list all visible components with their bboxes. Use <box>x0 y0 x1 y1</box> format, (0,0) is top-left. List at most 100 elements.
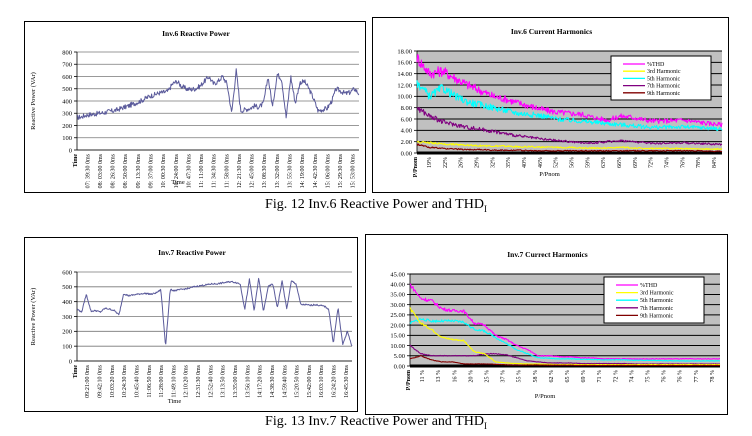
x-tick-label: 11: 58:00 0ms <box>224 153 230 188</box>
x-tick-label: 10:24:30 0ms <box>122 364 128 398</box>
x-tick-label: 72% <box>649 157 655 168</box>
y-tick-label: 2.00 <box>401 139 412 146</box>
y-tick-label: 100 <box>62 343 72 350</box>
inv6-power-svg: Inv.6 Reactive Power 0 100 200 300 400 500 600 7… <box>30 29 360 188</box>
y-tick-label: 8.00 <box>401 105 412 112</box>
x-tick-label: 52% <box>554 157 560 168</box>
y-tick-label: 0 <box>69 358 72 365</box>
x-tick-label: 09:42:10 0ms <box>97 364 103 398</box>
x-tick-label: 72 % <box>613 370 619 383</box>
legend-label: 3rd Harmonic <box>647 69 681 75</box>
y-tick-label: 300 <box>62 314 72 321</box>
x-tick-label: 09: 13:30 0ms <box>136 153 142 188</box>
y-tick-label: 500 <box>62 86 72 93</box>
x-tick-label: 11:28:00 0ms <box>159 364 165 397</box>
x-tick-label: 11:06:50 0ms <box>147 364 153 397</box>
x-tick-label: 15: 06:00 0ms <box>325 153 331 188</box>
x-axis-title: P/Pnom <box>539 171 560 178</box>
x-tick-label: 12:31:30 0ms <box>196 364 202 398</box>
x-tick-label: 56% <box>570 157 576 168</box>
x-tick-label: 62 % <box>549 370 555 383</box>
series-line-5th-harmonic <box>416 80 723 132</box>
x-tick-label: 16:45:30 0ms <box>344 364 350 398</box>
x-tick-label: 29% <box>474 157 480 168</box>
y-tick-label: 100 <box>62 135 72 142</box>
x-tick-label: 76 % <box>678 370 684 383</box>
legend-label: %THD <box>640 283 658 289</box>
x-tick-label: P/Pnom <box>406 370 412 390</box>
x-tick-label: 20 % <box>468 370 474 383</box>
y-tick-label: 10.00 <box>390 343 405 350</box>
x-tick-label: 15:42:00 0ms <box>307 364 313 398</box>
y-tick-label: 4.00 <box>401 128 412 135</box>
series-line-reactive-power <box>76 68 360 120</box>
x-tick-label: 11:49:10 0ms <box>171 364 177 397</box>
x-tick-label: 14:59:40 0ms <box>282 364 288 398</box>
x-tick-label: 76% <box>680 157 686 168</box>
series-line-5th-harmonic <box>409 318 721 362</box>
x-tick-label: P/Pnom <box>413 157 419 177</box>
x-tick-label: 69 % <box>581 370 587 383</box>
x-tick-label: 69% <box>633 157 639 168</box>
x-tick-label: 40% <box>522 157 528 168</box>
x-tick-label: 16 % <box>452 370 458 383</box>
fig12-caption: Fig. 12 Inv.6 Reactive Power and THDI <box>0 197 752 214</box>
y-tick-label: 200 <box>62 329 72 336</box>
x-tick-label: 09: 37:00 0ms <box>149 153 155 188</box>
x-tick-label: 59% <box>585 157 591 168</box>
x-tick-label: 66% <box>617 157 623 168</box>
x-tick-label: 78% <box>696 157 702 168</box>
y-tick-label: 12.00 <box>397 82 412 89</box>
x-tick-label: 26% <box>459 157 465 168</box>
x-tick-label: 74 % <box>629 370 635 383</box>
inv6-harmonics-chart: Inv.6 Current Harmonics 0.00 2.00 4.00 6.00 8… <box>372 17 729 193</box>
series-line-reactive-power <box>76 277 353 347</box>
x-tick-label: 14: 19:00 0ms <box>300 153 306 188</box>
x-tick-label: 78 % <box>710 370 716 383</box>
series-line-3rd-harmonic <box>409 307 721 366</box>
legend-label: 7th Harmonic <box>640 306 673 312</box>
x-tick-label: 32% <box>490 157 496 168</box>
y-tick-label: 0 <box>69 147 72 154</box>
y-tick-label: 400 <box>62 299 72 306</box>
legend-label: 7th Harmonic <box>647 84 680 90</box>
series-line-9th-harmonic <box>416 143 723 153</box>
y-tick-label: 15.00 <box>390 333 405 340</box>
legend-label: 9th Harmonic <box>640 313 673 319</box>
y-tick-label: 20.00 <box>390 322 405 329</box>
x-tick-label: 10:03:20 0ms <box>110 364 116 398</box>
y-tick-label: 600 <box>62 269 72 276</box>
x-axis-title: P/Pnom <box>535 393 556 400</box>
x-tick-label: 19% <box>427 157 433 168</box>
y-tick-label: 0.00 <box>401 150 412 157</box>
x-tick-label: 08: 03:00 0ms <box>98 153 104 188</box>
x-tick-label: 65 % <box>565 370 571 383</box>
chart-title: Inv.6 Current Harmonics <box>511 27 592 36</box>
x-tick-label: 13 % <box>436 370 442 383</box>
fig12-caption-text: Fig. 12 Inv.6 Reactive Power and THD <box>265 197 484 212</box>
x-tick-label: 14:38:30 0ms <box>270 364 276 398</box>
x-tick-label: 09:21:00 0ms <box>85 364 91 398</box>
chart-title: Inv.7 Currect Harmonics <box>507 250 588 259</box>
y-tick-label: 800 <box>62 49 72 56</box>
y-tick-label: 30.00 <box>390 302 405 309</box>
x-axis-title: Time <box>168 398 182 405</box>
x-tick-label: 16:03:10 0ms <box>319 364 325 398</box>
x-tick-label: 13: 32:00 0ms <box>275 153 281 188</box>
series-line-3rd-harmonic <box>416 140 723 151</box>
series-line-9th-harmonic <box>410 355 721 367</box>
x-tick-label: 14: 42:30 0ms <box>313 153 319 188</box>
x-tick-label: 15: 53:00 0ms <box>351 153 357 188</box>
fig13-caption-subscript: I <box>483 420 487 431</box>
x-tick-label: 13:13:50 0ms <box>221 364 227 398</box>
inv7-power-svg: Inv.7 Reactive Power 0 100 200 300 400 500 600 T… <box>30 248 353 405</box>
y-tick-label: 40.00 <box>390 282 405 289</box>
y-tick-label: 25.00 <box>390 312 405 319</box>
chart-title: Inv.7 Reactive Power <box>158 248 226 257</box>
y-tick-label: 500 <box>62 284 72 291</box>
legend-label: 5th Harmonic <box>647 76 680 82</box>
x-tick-label: 12: 45:00 0ms <box>250 153 256 188</box>
y-tick-label: 300 <box>62 111 72 118</box>
x-tick-label: 14:17:20 0ms <box>258 364 264 398</box>
x-tick-label: 07: 39:30 0ms <box>85 153 91 188</box>
